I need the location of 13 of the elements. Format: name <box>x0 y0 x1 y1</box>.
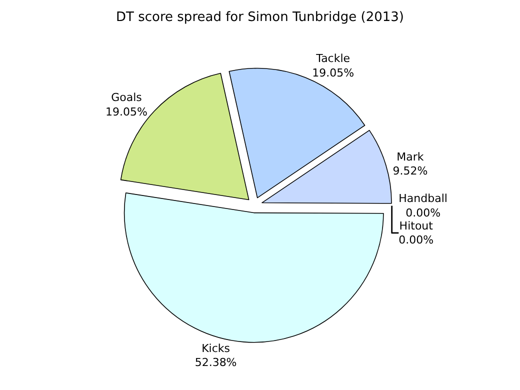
slice-label: Tackle <box>315 52 350 66</box>
data-label: 52.38% <box>194 356 237 370</box>
slice-label: Mark <box>396 150 424 164</box>
category-label: Handball <box>398 192 448 206</box>
data-label: 19.05% <box>312 66 354 80</box>
chart-title: DT score spread for Simon Tunbridge (2013) <box>116 10 404 25</box>
slice-label: Goals <box>111 91 142 104</box>
text: 0.00% <box>406 206 441 220</box>
slice-label: Kicks <box>202 342 230 355</box>
category-label: Hitout <box>399 219 433 232</box>
data-label: 9.52% <box>392 164 428 178</box>
text: 0.00% <box>398 234 434 247</box>
data-label: 19.05% <box>105 105 148 118</box>
